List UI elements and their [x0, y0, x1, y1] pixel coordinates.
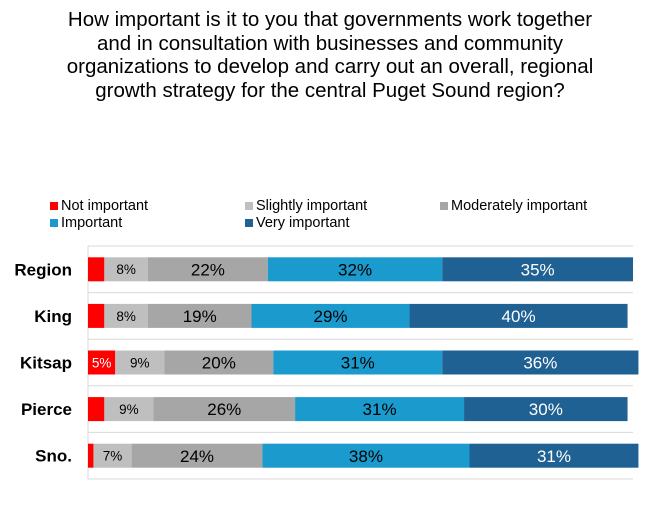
bar-segment [442, 350, 639, 375]
data-label: 40% [502, 307, 536, 326]
category-label: Pierce [21, 400, 72, 419]
legend-swatch [50, 202, 58, 210]
bar-segment [104, 257, 148, 282]
data-label: 5% [92, 355, 112, 370]
data-label: 7% [103, 449, 123, 464]
bar-segment [88, 350, 116, 375]
legend-item: Slightly important [245, 198, 367, 214]
data-label: 8% [116, 309, 136, 324]
bar-segment [88, 443, 94, 468]
data-label: 35% [521, 260, 555, 279]
bar-segment [88, 397, 105, 422]
data-label: 31% [537, 447, 571, 466]
legend-item: Important [50, 215, 122, 231]
bar-segment [469, 443, 639, 468]
data-label: 26% [207, 400, 241, 419]
category-label: Region [14, 260, 72, 279]
bar-segment [153, 397, 296, 422]
data-label: 32% [338, 260, 372, 279]
data-label: 20% [202, 354, 236, 373]
bar-segment [88, 303, 105, 328]
data-label: 9% [119, 402, 139, 417]
legend-item: Very important [245, 215, 350, 231]
bar-segment [104, 397, 154, 422]
legend-swatch [245, 202, 253, 210]
legend-label: Important [61, 215, 123, 231]
bar-segment [464, 397, 628, 422]
legend-item: Not important [50, 198, 148, 214]
category-label: Sno. [35, 447, 72, 466]
bar-segment [267, 257, 443, 282]
bar-segment [251, 303, 410, 328]
legend-label: Moderately important [451, 198, 588, 214]
bar-segment [88, 257, 105, 282]
legend-swatch [245, 219, 253, 227]
legend-item: Moderately important [440, 198, 587, 214]
bar-segment [164, 350, 274, 375]
category-label: King [34, 307, 72, 326]
data-label: 22% [191, 260, 225, 279]
data-label: 8% [116, 262, 136, 277]
bar-segment [273, 350, 443, 375]
bar-segment [147, 257, 268, 282]
data-label: 19% [183, 307, 217, 326]
bar-segment [147, 303, 252, 328]
data-label: 29% [314, 307, 348, 326]
bar-segment [104, 303, 148, 328]
legend-label: Not important [61, 198, 149, 214]
chart-title: How important is it to you that governme… [66, 8, 594, 102]
data-label: 36% [523, 354, 557, 373]
bar-segment [295, 397, 465, 422]
data-label: 9% [130, 355, 150, 370]
bar-segment [131, 443, 263, 468]
legend-label: Slightly important [256, 198, 368, 214]
category-label: Kitsap [20, 354, 72, 373]
bar-segment [442, 257, 633, 282]
bar-segment [93, 443, 132, 468]
data-label: 31% [363, 400, 397, 419]
legend-swatch [440, 202, 448, 210]
legend-label: Very important [256, 215, 350, 231]
data-label: 38% [349, 447, 383, 466]
data-label: 24% [180, 447, 214, 466]
bar-segment [115, 350, 165, 375]
bar-segment [262, 443, 470, 468]
legend-swatch [50, 219, 58, 227]
bar-segment [409, 303, 628, 328]
data-label: 30% [529, 400, 563, 419]
data-label: 31% [341, 354, 375, 373]
